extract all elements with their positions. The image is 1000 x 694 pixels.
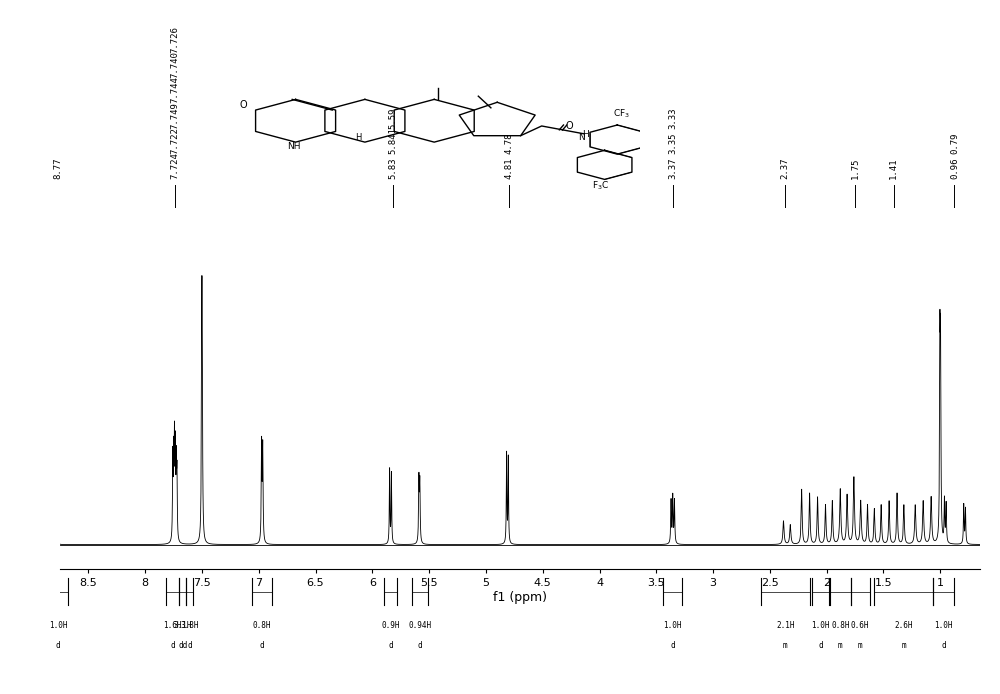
- Text: 0.6H: 0.6H: [851, 621, 869, 630]
- Text: 0.8H: 0.8H: [253, 621, 271, 630]
- Text: 7.744: 7.744: [170, 76, 179, 103]
- Text: 5.841: 5.841: [388, 127, 397, 154]
- Text: d: d: [260, 641, 264, 650]
- Text: CF$_3$: CF$_3$: [613, 108, 630, 120]
- Text: 4.81: 4.81: [504, 158, 513, 179]
- Text: 1.0H: 1.0H: [811, 621, 830, 630]
- Text: m: m: [783, 641, 788, 650]
- Text: 7.722: 7.722: [170, 127, 179, 154]
- Text: 2.6H: 2.6H: [895, 621, 913, 630]
- Text: d: d: [670, 641, 675, 650]
- Text: 5.59: 5.59: [388, 107, 397, 128]
- Text: m: m: [858, 641, 862, 650]
- Text: 0.8H: 0.8H: [831, 621, 850, 630]
- Text: 7.749: 7.749: [170, 101, 179, 128]
- Text: 2.37: 2.37: [780, 158, 789, 179]
- Text: O: O: [239, 100, 247, 110]
- Text: m: m: [838, 641, 843, 650]
- Text: 1.6H: 1.6H: [163, 621, 182, 630]
- Text: 3.37: 3.37: [668, 158, 677, 179]
- Text: 1.75: 1.75: [851, 158, 860, 179]
- Text: 3.1H: 3.1H: [173, 621, 192, 630]
- Text: m: m: [902, 641, 906, 650]
- Text: d: d: [187, 641, 192, 650]
- Text: d: d: [418, 641, 422, 650]
- Text: 3.35: 3.35: [668, 133, 677, 154]
- Text: d: d: [818, 641, 823, 650]
- Text: d: d: [170, 641, 175, 650]
- Text: 0.96: 0.96: [950, 158, 959, 179]
- Text: 7.724: 7.724: [170, 152, 179, 179]
- Text: H: H: [355, 133, 362, 142]
- Text: d: d: [388, 641, 393, 650]
- Text: 3.33: 3.33: [668, 107, 677, 128]
- Text: 3.8H: 3.8H: [180, 621, 199, 630]
- Text: 7.726: 7.726: [170, 26, 179, 53]
- Text: 0.94H: 0.94H: [408, 621, 432, 630]
- Text: NH: NH: [287, 142, 300, 151]
- Text: 5.83: 5.83: [388, 158, 397, 179]
- Text: 0.79: 0.79: [950, 133, 959, 154]
- X-axis label: f1 (ppm): f1 (ppm): [493, 591, 547, 604]
- Text: 0.9H: 0.9H: [381, 621, 400, 630]
- Text: 2.1H: 2.1H: [776, 621, 794, 630]
- Text: 1.0H: 1.0H: [49, 621, 68, 630]
- Text: 7.740: 7.740: [170, 51, 179, 78]
- Text: 8.77: 8.77: [53, 158, 62, 179]
- Text: F$_3$C: F$_3$C: [592, 179, 609, 192]
- Text: 1.41: 1.41: [889, 158, 898, 179]
- Text: 1.0H: 1.0H: [934, 621, 953, 630]
- Text: d: d: [941, 641, 946, 650]
- Text: d: d: [56, 641, 61, 650]
- Text: dd: dd: [178, 641, 187, 650]
- Text: N: N: [578, 133, 585, 142]
- Text: 1.0H: 1.0H: [664, 621, 682, 630]
- Text: H: H: [582, 130, 589, 139]
- Text: O: O: [565, 121, 573, 131]
- Text: 4.78: 4.78: [504, 133, 513, 154]
